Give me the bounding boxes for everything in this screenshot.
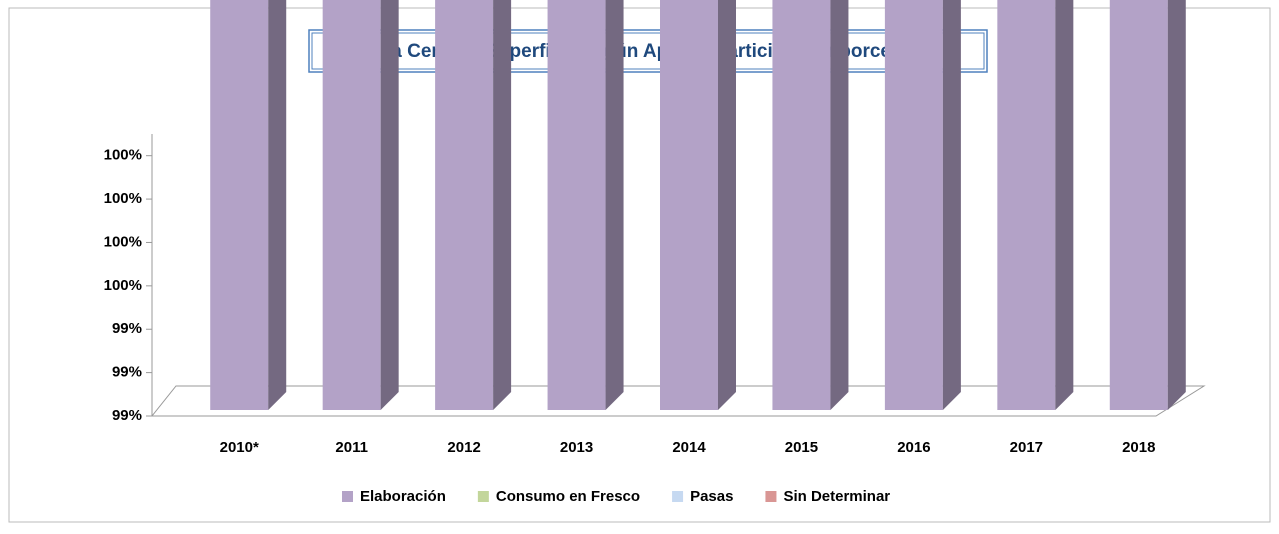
x-tick-label: 2017 — [1010, 439, 1043, 456]
y-tick-label: 99% — [112, 320, 142, 337]
bar-segment — [884, 0, 943, 410]
y-tick-label: 100% — [104, 147, 142, 164]
legend-swatch — [672, 491, 684, 502]
bar-segment — [322, 0, 381, 410]
bar-segment — [435, 0, 494, 410]
legend-swatch — [765, 491, 777, 502]
bar-segment — [997, 0, 1056, 410]
x-tick-label: 2013 — [560, 439, 593, 456]
legend-label: Consumo en Fresco — [496, 488, 640, 505]
x-tick-label: 2018 — [1122, 439, 1155, 456]
legend-label: Sin Determinar — [783, 488, 890, 505]
y-tick-label: 100% — [104, 190, 142, 207]
bar-segment — [772, 0, 831, 410]
bar-segment — [547, 0, 606, 410]
bar-side — [380, 0, 399, 410]
y-tick-label: 99% — [112, 407, 142, 424]
x-tick-label: 2012 — [447, 439, 480, 456]
y-tick-label: 99% — [112, 364, 142, 381]
x-tick-label: 2011 — [335, 439, 368, 456]
chart-border — [8, 7, 1271, 523]
bar-side — [268, 0, 287, 410]
legend-swatch — [477, 491, 489, 502]
bar-side — [942, 0, 961, 410]
bar-segment — [1109, 0, 1168, 410]
bar-side — [1055, 0, 1074, 410]
x-tick-label: 2015 — [785, 439, 818, 456]
bar-segment — [210, 0, 269, 410]
bar-side — [1167, 0, 1186, 410]
title-box — [308, 29, 988, 73]
x-tick-label: 2016 — [897, 439, 930, 456]
x-tick-label: 2010* — [220, 439, 259, 456]
bar-side — [830, 0, 849, 410]
legend-swatch — [342, 491, 353, 502]
bar-side — [718, 0, 736, 410]
legend-label: Pasas — [690, 488, 733, 505]
title-box-inner — [311, 32, 985, 70]
y-tick-label: 100% — [104, 277, 142, 294]
floor — [150, 385, 1206, 417]
bar-side — [493, 0, 512, 410]
x-tick-label: 2014 — [672, 439, 706, 456]
bar-segment — [660, 0, 718, 410]
legend-label: Elaboración — [360, 488, 446, 505]
y-tick-label: 100% — [104, 233, 142, 250]
bar-side — [605, 0, 624, 410]
